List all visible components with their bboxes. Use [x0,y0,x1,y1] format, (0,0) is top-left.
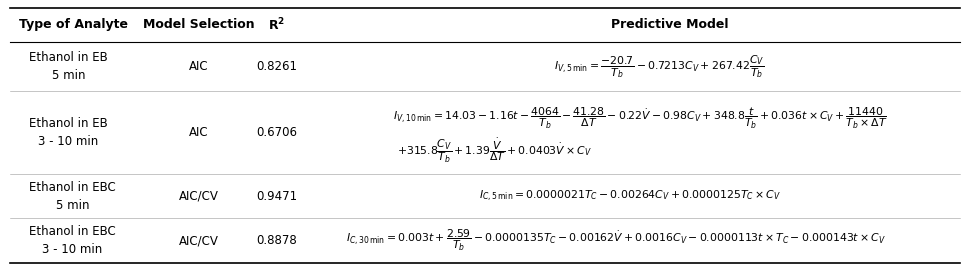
Text: AIC/CV: AIC/CV [178,190,219,203]
Text: Ethanol in EBC
3 - 10 min: Ethanol in EBC 3 - 10 min [29,225,115,256]
Text: 0.8878: 0.8878 [256,234,297,247]
Text: $I_{C,30\,\mathrm{min}}=0.003t+\dfrac{2.59}{T_b}-0.0000135T_{C}-0.00162\dot{V}+0: $I_{C,30\,\mathrm{min}}=0.003t+\dfrac{2.… [346,228,885,253]
Text: $+315.8\dfrac{C_{V}}{T_b}+1.39\dfrac{\dot{V}}{\Delta T}+0.0403\dot{V}\times C_{V: $+315.8\dfrac{C_{V}}{T_b}+1.39\dfrac{\do… [397,137,591,165]
Text: $I_{V,5\,\mathrm{min}}=\dfrac{-20.7}{T_b}-0.7213C_{V}+267.42\dfrac{C_{V}}{T_b}$: $I_{V,5\,\mathrm{min}}=\dfrac{-20.7}{T_b… [554,53,764,80]
Text: Ethanol in EBC
5 min: Ethanol in EBC 5 min [29,181,115,212]
Text: Type of Analyte: Type of Analyte [19,18,128,31]
Text: AIC: AIC [189,126,208,139]
Text: 0.9471: 0.9471 [256,190,297,203]
Text: AIC/CV: AIC/CV [178,234,219,247]
Text: Model Selection: Model Selection [142,18,255,31]
Text: 0.6706: 0.6706 [256,126,297,139]
Text: AIC: AIC [189,60,208,73]
Text: $I_{C,5\,\mathrm{min}}=0.0000021T_{C}-0.00264C_{V}+0.0000125T_{C}\times C_{V}$: $I_{C,5\,\mathrm{min}}=0.0000021T_{C}-0.… [479,189,781,204]
Text: $\mathbf{R^2}$: $\mathbf{R^2}$ [267,17,285,33]
Text: Ethanol in EB
3 - 10 min: Ethanol in EB 3 - 10 min [29,117,108,148]
Text: Ethanol in EB
5 min: Ethanol in EB 5 min [29,51,108,82]
Text: 0.8261: 0.8261 [256,60,297,73]
Text: Predictive Model: Predictive Model [610,18,728,31]
Text: $I_{V,10\,\mathrm{min}}=14.03-1.16t-\dfrac{4064}{T_b}-\dfrac{41.28}{\Delta T}-0.: $I_{V,10\,\mathrm{min}}=14.03-1.16t-\dfr… [392,106,887,131]
